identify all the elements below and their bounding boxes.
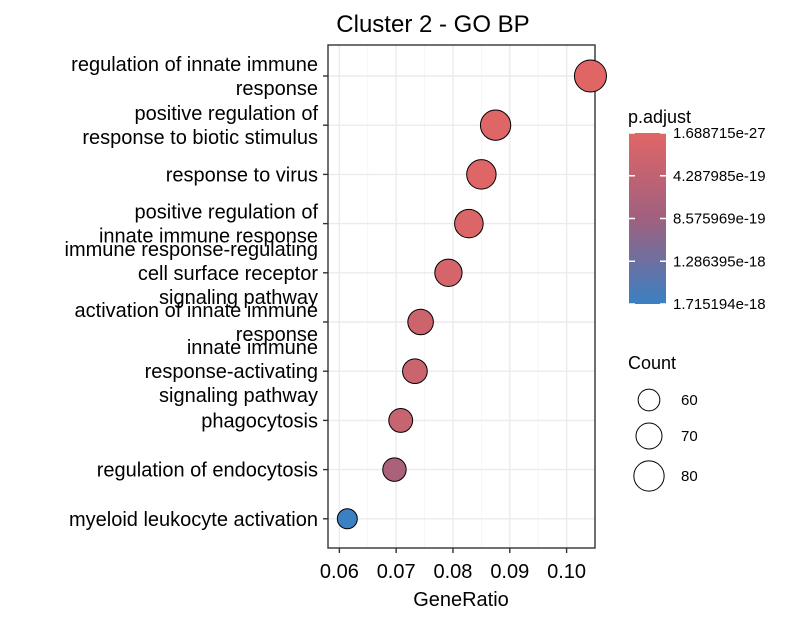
color-legend-label: 1.286395e-18 <box>673 253 766 270</box>
y-category-label: regulation of innate immune <box>71 54 318 76</box>
data-point <box>434 258 463 287</box>
y-category-label: response <box>236 324 318 346</box>
grid <box>328 45 595 548</box>
data-point <box>402 358 428 385</box>
color-bar <box>629 133 666 304</box>
size-legend-title: Count <box>628 353 676 373</box>
y-category-label: response-activating <box>145 361 318 383</box>
y-category-label: response to virus <box>166 164 318 186</box>
y-category-label: myeloid leukocyte activation <box>69 509 318 531</box>
data-point <box>466 159 497 190</box>
y-category-label: cell surface receptor <box>138 263 318 285</box>
data-point <box>479 109 512 141</box>
y-category-label: response <box>236 78 318 100</box>
y-axis-labels: regulation of innate immuneresponseposit… <box>65 54 319 531</box>
data-point <box>336 508 358 530</box>
y-category-label: signaling pathway <box>159 385 318 407</box>
size-legend: Count 60 70 80 <box>628 353 698 492</box>
data-point <box>454 208 484 239</box>
size-legend-circle <box>633 460 665 492</box>
x-tick-label: 0.09 <box>490 561 529 583</box>
x-tick-label: 0.07 <box>377 561 416 583</box>
y-category-label: innate immune response <box>99 226 318 248</box>
y-category-label: phagocytosis <box>201 410 318 432</box>
y-category-label: innate immune <box>187 337 318 359</box>
x-axis: 0.06 0.07 0.08 0.09 0.10 <box>320 548 586 583</box>
y-category-label: signaling pathway <box>159 287 318 309</box>
y-axis-ticks <box>323 75 328 520</box>
y-category-label: positive regulation of <box>135 103 319 125</box>
size-legend-label: 60 <box>681 392 698 409</box>
data-point <box>382 457 407 482</box>
size-legend-circle <box>637 388 661 412</box>
color-legend-label: 1.688715e-27 <box>673 125 766 142</box>
color-legend-label: 4.287985e-19 <box>673 168 766 185</box>
data-point <box>388 407 414 433</box>
color-legend-label: 1.715194e-18 <box>673 296 766 313</box>
chart-title: Cluster 2 - GO BP <box>336 11 529 38</box>
data-point <box>407 308 434 336</box>
plot-border <box>327 44 596 549</box>
size-legend-label: 80 <box>681 468 698 485</box>
size-legend-label: 70 <box>681 428 698 445</box>
color-legend-title: p.adjust <box>628 107 691 127</box>
data-points <box>336 59 607 530</box>
x-tick-label: 0.06 <box>320 561 359 583</box>
x-tick-label: 0.10 <box>547 561 586 583</box>
y-category-label: regulation of endocytosis <box>97 460 318 482</box>
y-category-label: positive regulation of <box>135 202 319 224</box>
x-axis-title: GeneRatio <box>413 589 509 611</box>
color-legend: p.adjust 1.688715e-27 4.287985e-19 8.57596… <box>628 107 766 313</box>
x-tick-label: 0.08 <box>434 561 473 583</box>
y-category-label: immune response-regulating <box>65 239 318 261</box>
y-category-label: activation of innate immune <box>75 300 318 322</box>
y-category-label: response to biotic stimulus <box>82 127 318 149</box>
data-point <box>573 59 607 93</box>
size-legend-circle <box>635 422 663 450</box>
color-legend-label: 8.575969e-19 <box>673 211 766 228</box>
